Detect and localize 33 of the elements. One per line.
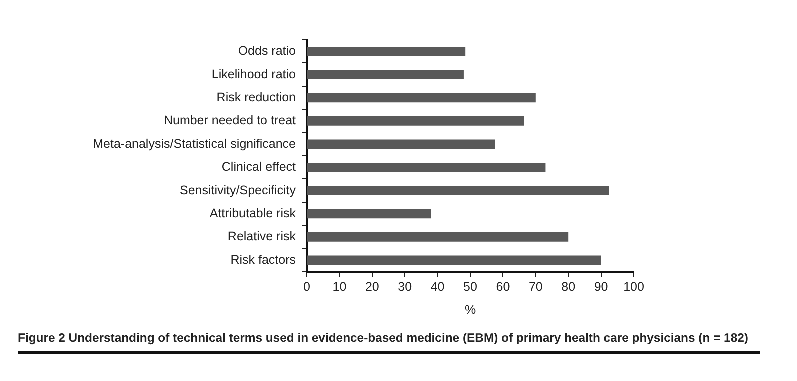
bar [308,70,464,80]
y-tick-label: Likelihood ratio [212,67,296,82]
text: Figure 2 Understanding of technical terms used in evidence-based medicine (EBM) of primary health care physicians (n = 182) [18,331,760,354]
bar [308,140,496,150]
x-tick-label: 20 [365,280,380,294]
y-tick-label: Risk reduction [216,90,296,104]
x-tick-label: 40 [430,280,445,294]
x-tick-label: 30 [398,280,412,294]
x-tick-label: 0 [304,280,311,294]
bar [308,256,602,266]
y-tick-label: Risk factors [230,252,296,267]
bar [308,209,432,219]
bar [308,93,536,103]
x-tick-label: 80 [562,280,576,294]
x-tick-label: 70 [528,280,543,294]
y-tick-label: Odds ratio [238,44,296,58]
x-tick-label: 50 [464,280,478,294]
y-tick-label: Attributable risk [210,206,297,220]
bar [308,46,466,56]
y-tick-label: Clinical effect [222,160,297,174]
y-tick-label: Sensitivity/Specificity [180,183,297,198]
y-tick-label: Relative risk [228,230,297,244]
x-tick-label: 10 [332,280,347,294]
bar [308,232,569,242]
bar [308,162,546,172]
bar [308,116,524,126]
y-tick-label: Meta-analysis/Statistical significance [93,136,296,151]
y-tick-label: Number needed to treat [164,114,297,128]
x-axis-title: % [464,302,476,317]
x-tick-label: 60 [496,280,510,294]
x-tick-label: 100 [624,280,644,294]
bar [308,186,610,196]
x-tick-label: 90 [594,280,608,294]
